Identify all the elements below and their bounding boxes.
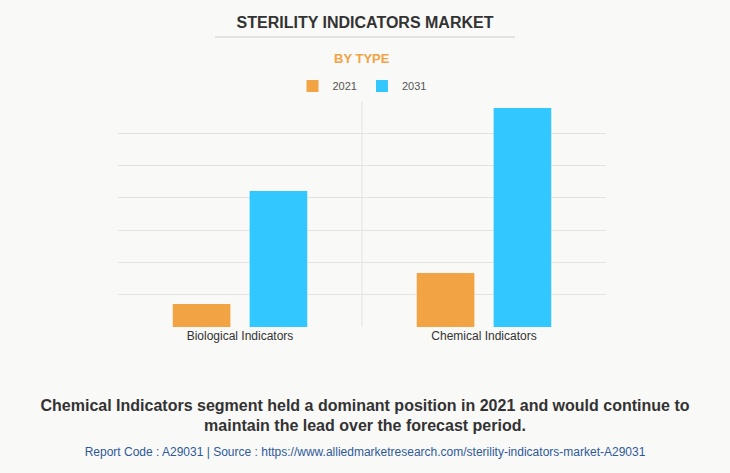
svg-text:Biological Indicators: Biological Indicators xyxy=(187,329,294,343)
svg-text:Chemical Indicators: Chemical Indicators xyxy=(431,329,536,343)
svg-text:STERILITY INDICATORS MARKET: STERILITY INDICATORS MARKET xyxy=(237,14,494,31)
html-text:Chemical Indicators segment he: Chemical Indicators segment held a domin… xyxy=(40,397,690,434)
svg-text:BY TYPE: BY TYPE xyxy=(334,51,390,66)
svg-text:2021: 2021 xyxy=(333,80,357,92)
svg-text:2031: 2031 xyxy=(402,80,426,92)
html-text:Report Code : A29031 | Source: Report Code : A29031 | Source : https://… xyxy=(84,445,646,459)
